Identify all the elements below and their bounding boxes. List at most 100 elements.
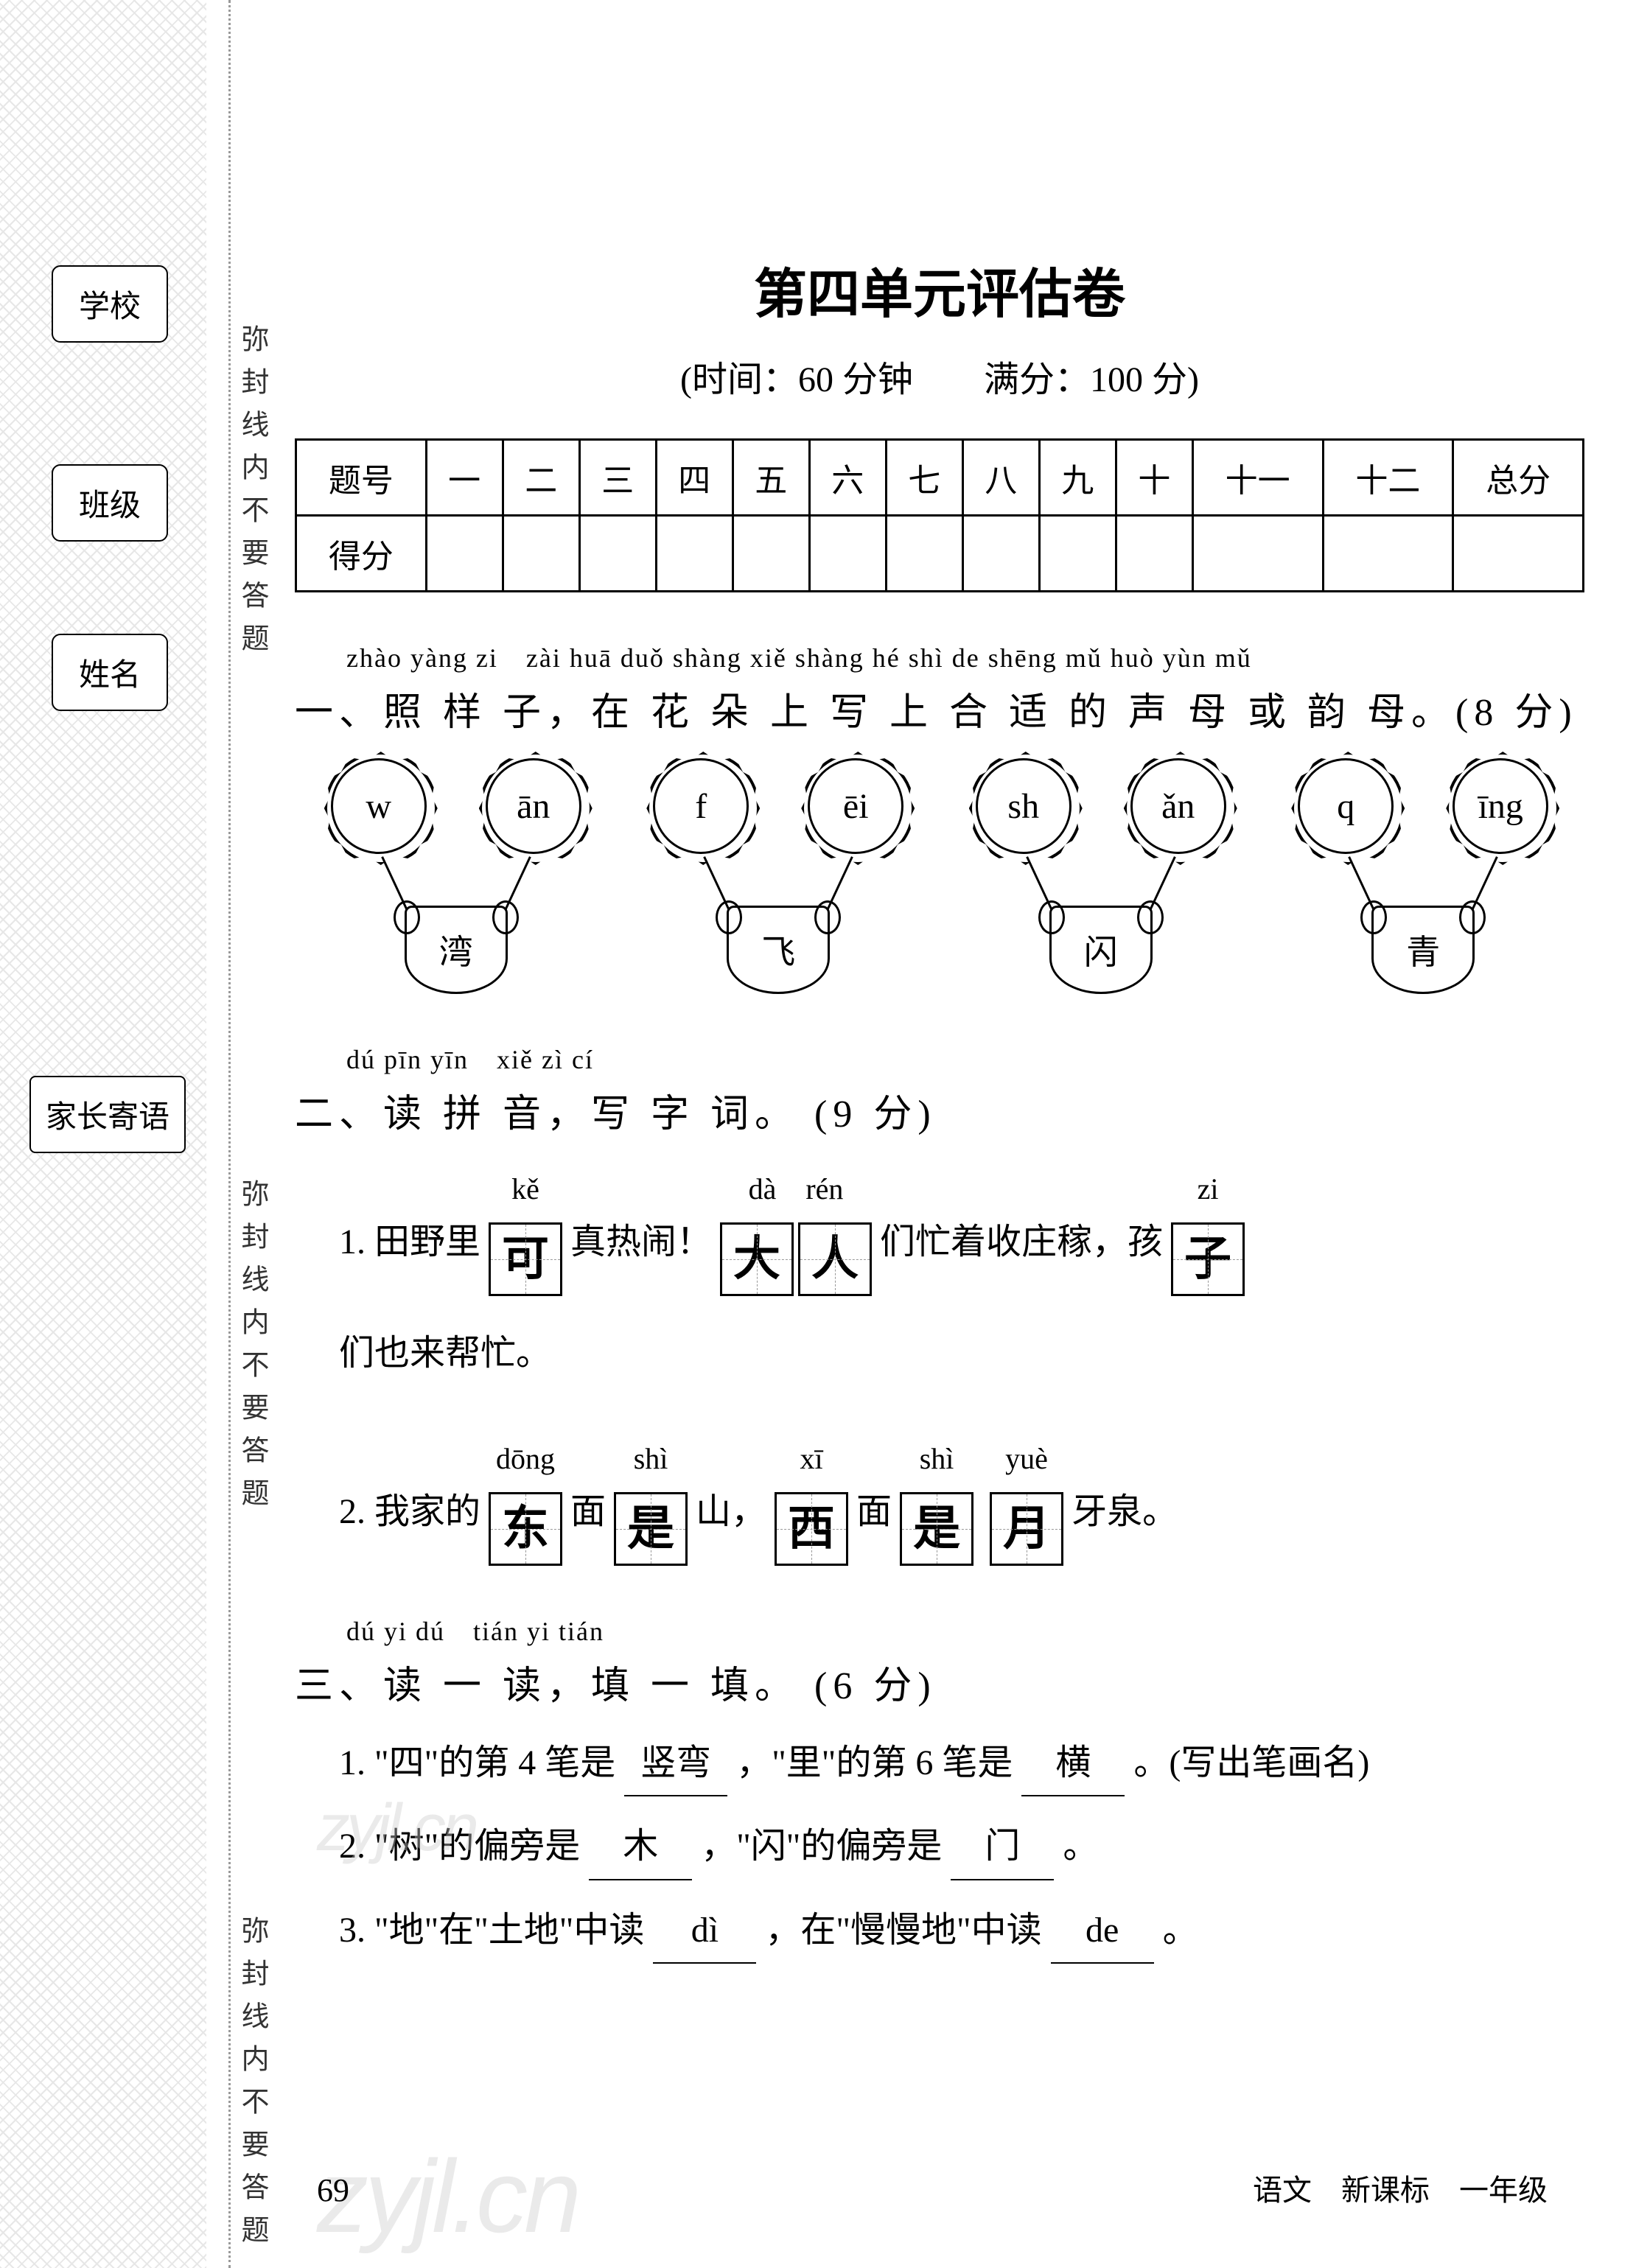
col-header: 七 bbox=[886, 440, 962, 516]
text: 面 bbox=[570, 1477, 606, 1566]
text: 3. "地"在"土地"中读 bbox=[339, 1911, 644, 1950]
flower-left[interactable]: q bbox=[1298, 758, 1394, 854]
col-header: 四 bbox=[656, 440, 733, 516]
char-box-group: shì 是 bbox=[612, 1429, 690, 1566]
blank[interactable]: de bbox=[1051, 1899, 1154, 1964]
char-box[interactable]: 西 bbox=[775, 1492, 848, 1566]
school-label: 学校 bbox=[52, 265, 168, 343]
flower-right[interactable]: īng bbox=[1453, 758, 1548, 854]
score-cell[interactable] bbox=[886, 516, 962, 592]
footer-right: 语文 新课标 一年级 bbox=[1253, 2166, 1548, 2209]
char-box[interactable]: 东 bbox=[489, 1492, 562, 1566]
char-box-group: shì 是 bbox=[898, 1429, 976, 1566]
pinyin: shì bbox=[920, 1429, 954, 1488]
score-cell[interactable] bbox=[1192, 516, 1323, 592]
score-cell[interactable] bbox=[579, 516, 656, 592]
text: 1. "四"的第 4 笔是 bbox=[339, 1743, 615, 1782]
col-header: 六 bbox=[809, 440, 886, 516]
pinyin: shì bbox=[634, 1429, 668, 1488]
pinyin: yuè bbox=[1005, 1429, 1048, 1488]
char-box-group: dà rén 大 人 bbox=[718, 1160, 874, 1296]
col-header: 一 bbox=[426, 440, 503, 516]
score-cell[interactable] bbox=[1039, 516, 1116, 592]
score-cell[interactable] bbox=[809, 516, 886, 592]
vase-char: 湾 bbox=[405, 906, 508, 994]
flower-left[interactable]: sh bbox=[976, 758, 1072, 854]
char-box-group: zi 子 bbox=[1169, 1160, 1247, 1296]
seal-text-1: 弥封线内不要答题 bbox=[232, 324, 273, 666]
score-cell[interactable] bbox=[426, 516, 503, 592]
flower-group: sh ǎn 闪 bbox=[961, 758, 1241, 994]
row-label: 题号 bbox=[296, 440, 427, 516]
col-header: 十一 bbox=[1192, 440, 1323, 516]
pinyin: xī bbox=[800, 1429, 822, 1488]
text: 2. "树"的偏旁是 bbox=[339, 1827, 580, 1866]
flower-right[interactable]: ǎn bbox=[1130, 758, 1226, 854]
score-cell[interactable] bbox=[733, 516, 809, 592]
q2-heading: 二、读 拼 音，写 字 词。 (9 分) bbox=[295, 1082, 1584, 1138]
pinyin: dōng bbox=[496, 1429, 555, 1488]
q1-pinyin: zhào yàng zi zài huā duǒ shàng xiě shàng… bbox=[346, 637, 1584, 675]
score-cell[interactable] bbox=[962, 516, 1039, 592]
char-box[interactable]: 子 bbox=[1171, 1222, 1245, 1296]
char-box[interactable]: 人 bbox=[798, 1222, 872, 1296]
blank[interactable]: 门 bbox=[951, 1815, 1054, 1880]
score-cell[interactable] bbox=[503, 516, 579, 592]
q2-sentence-1b: 们也来帮忙。 bbox=[339, 1318, 1584, 1407]
char-box[interactable]: 可 bbox=[489, 1222, 562, 1296]
text: 2. 我家的 bbox=[339, 1477, 480, 1566]
text: 真热闹！ bbox=[570, 1207, 712, 1296]
col-header: 十 bbox=[1116, 440, 1192, 516]
flower-right[interactable]: ān bbox=[486, 758, 581, 854]
q2-pinyin: dú pīn yīn xiě zì cí bbox=[346, 1038, 1584, 1077]
q3-heading: 三、读 一 读，填 一 填。 (6 分) bbox=[295, 1654, 1584, 1709]
blank[interactable]: 竖弯 bbox=[624, 1732, 727, 1796]
text: 。(写出笔画名) bbox=[1133, 1743, 1369, 1782]
table-header-row: 题号 一 二 三 四 五 六 七 八 九 十 十一 十二 总分 bbox=[296, 440, 1584, 516]
seal-text-2: 弥封线内不要答题 bbox=[232, 1179, 273, 1521]
row-label: 得分 bbox=[296, 516, 427, 592]
q3-line-2: 2. "树"的偏旁是 木 ，"闪"的偏旁是 门 。 bbox=[339, 1815, 1584, 1880]
flower-left[interactable]: w bbox=[331, 758, 427, 854]
vase-char: 飞 bbox=[727, 906, 830, 994]
page-subtitle: (时间：60 分钟 满分：100 分) bbox=[295, 350, 1584, 402]
char-box[interactable]: 是 bbox=[900, 1492, 973, 1566]
flower-left[interactable]: f bbox=[653, 758, 749, 854]
blank[interactable]: dì bbox=[653, 1899, 756, 1964]
col-header: 五 bbox=[733, 440, 809, 516]
table-score-row: 得分 bbox=[296, 516, 1584, 592]
char-box-group: kě 可 bbox=[486, 1160, 564, 1296]
text: 们也来帮忙。 bbox=[339, 1318, 551, 1407]
char-box-group: dōng 东 bbox=[486, 1429, 564, 1566]
vase-char: 青 bbox=[1371, 906, 1475, 994]
flower-group: f ēi 飞 bbox=[638, 758, 918, 994]
col-header: 二 bbox=[503, 440, 579, 516]
text: 。 bbox=[1063, 1827, 1098, 1866]
flower-right[interactable]: ēi bbox=[808, 758, 903, 854]
text: ，"里"的第 6 笔是 bbox=[736, 1743, 1013, 1782]
score-cell[interactable] bbox=[1116, 516, 1192, 592]
char-box[interactable]: 月 bbox=[990, 1492, 1063, 1566]
page-number: 69 bbox=[317, 2171, 349, 2209]
score-cell[interactable] bbox=[1323, 516, 1453, 592]
q2-sentence-2: 2. 我家的 dōng 东 面 shì 是 山， xī 西 面 shì 是 yu… bbox=[339, 1429, 1584, 1566]
blank[interactable]: 木 bbox=[589, 1815, 692, 1880]
q3-line-1: 1. "四"的第 4 笔是 竖弯 ，"里"的第 6 笔是 横 。(写出笔画名) bbox=[339, 1732, 1584, 1796]
page-title: 第四单元评估卷 bbox=[295, 251, 1584, 328]
q2-sentence-1: 1. 田野里 kě 可 真热闹！ dà rén 大 人 们忙着收庄稼，孩 zi … bbox=[339, 1160, 1584, 1296]
seal-text-3: 弥封线内不要答题 bbox=[232, 1916, 273, 2258]
col-header: 三 bbox=[579, 440, 656, 516]
score-cell[interactable] bbox=[1453, 516, 1584, 592]
seal-line bbox=[228, 0, 231, 2268]
parent-label: 家长寄语 bbox=[29, 1076, 186, 1153]
char-box-group: yuè 月 bbox=[987, 1429, 1066, 1566]
text: ，在"慢慢地"中读 bbox=[765, 1911, 1041, 1950]
col-header: 总分 bbox=[1453, 440, 1584, 516]
question-3: dú yi dú tián yi tián 三、读 一 读，填 一 填。 (6 … bbox=[295, 1610, 1584, 1964]
content-area: 第四单元评估卷 (时间：60 分钟 满分：100 分) 题号 一 二 三 四 五… bbox=[295, 251, 1584, 2008]
col-header: 八 bbox=[962, 440, 1039, 516]
blank[interactable]: 横 bbox=[1021, 1732, 1125, 1796]
score-cell[interactable] bbox=[656, 516, 733, 592]
char-box[interactable]: 是 bbox=[614, 1492, 688, 1566]
char-box[interactable]: 大 bbox=[720, 1222, 794, 1296]
